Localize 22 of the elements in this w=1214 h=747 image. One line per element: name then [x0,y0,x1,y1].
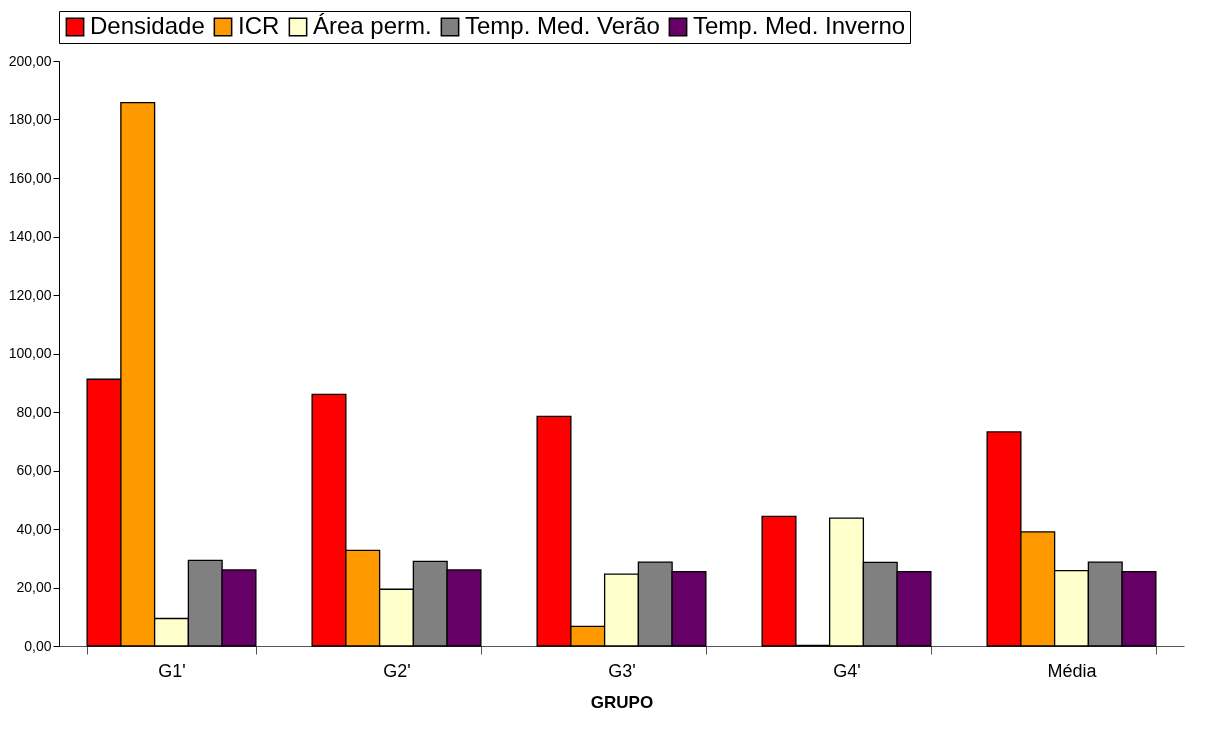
x-tick-label: G4' [833,660,861,681]
y-tick-label: 140,00 [8,228,52,244]
y-tick-label: 180,00 [8,111,52,127]
y-tick-label: 100,00 [8,345,52,361]
y-tick-label: 40,00 [16,520,52,537]
y-tick-label: 200,00 [8,52,52,69]
y-tick-label: 60,00 [16,462,52,478]
x-tick-label: G3' [608,660,636,681]
y-tick-label: 120,00 [8,286,52,303]
x-tick-label: Média [1047,660,1098,681]
x-axis-title: GRUPO [590,692,654,712]
y-tick-label: 0,00 [24,637,52,654]
legend-label: ICR [238,12,280,39]
x-tick-label: G2' [383,660,411,681]
y-tick-label: 20,00 [16,579,52,595]
legend-label: Temp. Med. Verão [465,12,660,39]
legend-label: Área perm. [313,12,432,39]
y-tick-label: 80,00 [16,403,52,420]
y-tick-label: 160,00 [8,169,52,186]
legend-label: Densidade [90,12,205,39]
legend-label: Temp. Med. Inverno [693,12,906,39]
x-tick-label: G1' [158,660,186,681]
